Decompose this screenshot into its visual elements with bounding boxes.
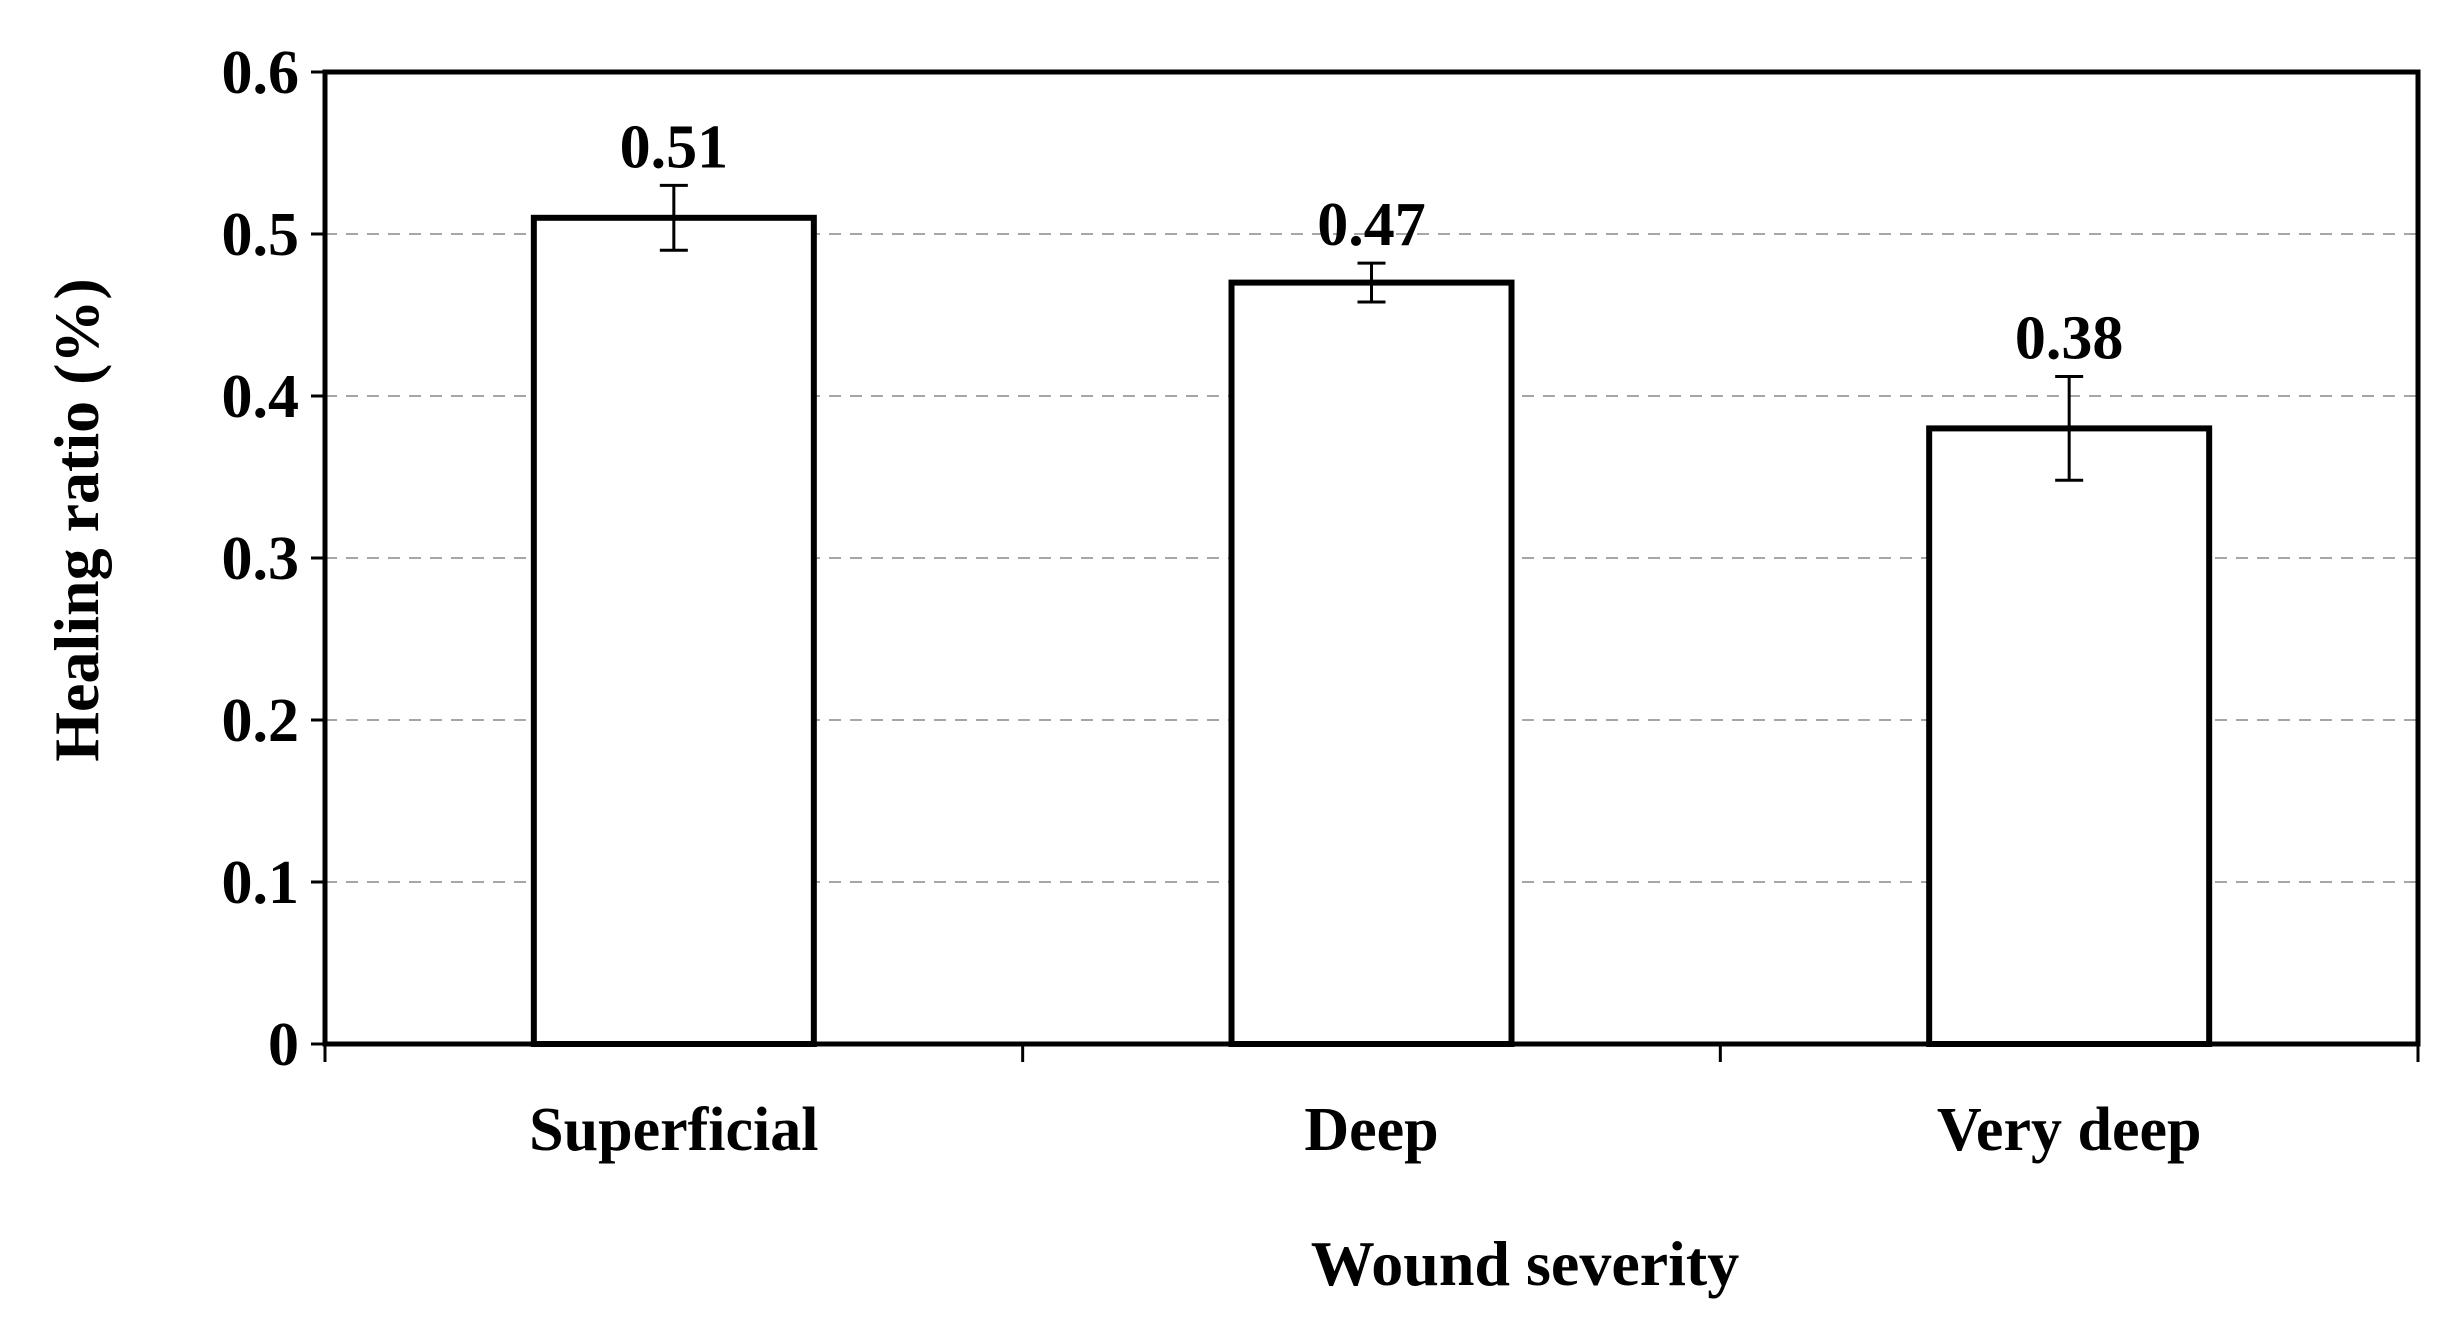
x-category-label: Deep — [1304, 1096, 1438, 1164]
y-tick-label: 0.2 — [222, 687, 300, 755]
data-label: 0.51 — [620, 113, 729, 181]
y-tick-label: 0.5 — [222, 201, 300, 269]
error-bars — [659, 183, 2084, 482]
y-tick-label: 0 — [268, 1011, 299, 1079]
data-label: 0.47 — [1317, 191, 1426, 259]
x-category-label: Superficial — [529, 1096, 818, 1164]
bar — [1926, 425, 2213, 1047]
bars — [530, 214, 2213, 1048]
y-tick-label: 0.3 — [222, 525, 300, 593]
x-category-label: Very deep — [1937, 1096, 2202, 1164]
data-label: 0.38 — [2015, 305, 2124, 373]
data-labels: 0.51 0.47 0.38 — [620, 113, 2124, 372]
bar — [530, 214, 817, 1048]
y-axis-ticks: 0 0.1 0.2 0.3 0.4 0.5 0.6 — [222, 39, 325, 1079]
x-axis-ticks: Superficial Deep Very deep — [323, 1044, 2420, 1164]
bar — [1228, 279, 1515, 1048]
x-axis-title: Wound severity — [1311, 1228, 1739, 1299]
y-axis-title: Healing ratio (%) — [41, 278, 112, 761]
y-tick-label: 0.1 — [222, 849, 300, 917]
y-tick-label: 0.6 — [222, 39, 300, 107]
y-tick-label: 0.4 — [222, 363, 300, 431]
